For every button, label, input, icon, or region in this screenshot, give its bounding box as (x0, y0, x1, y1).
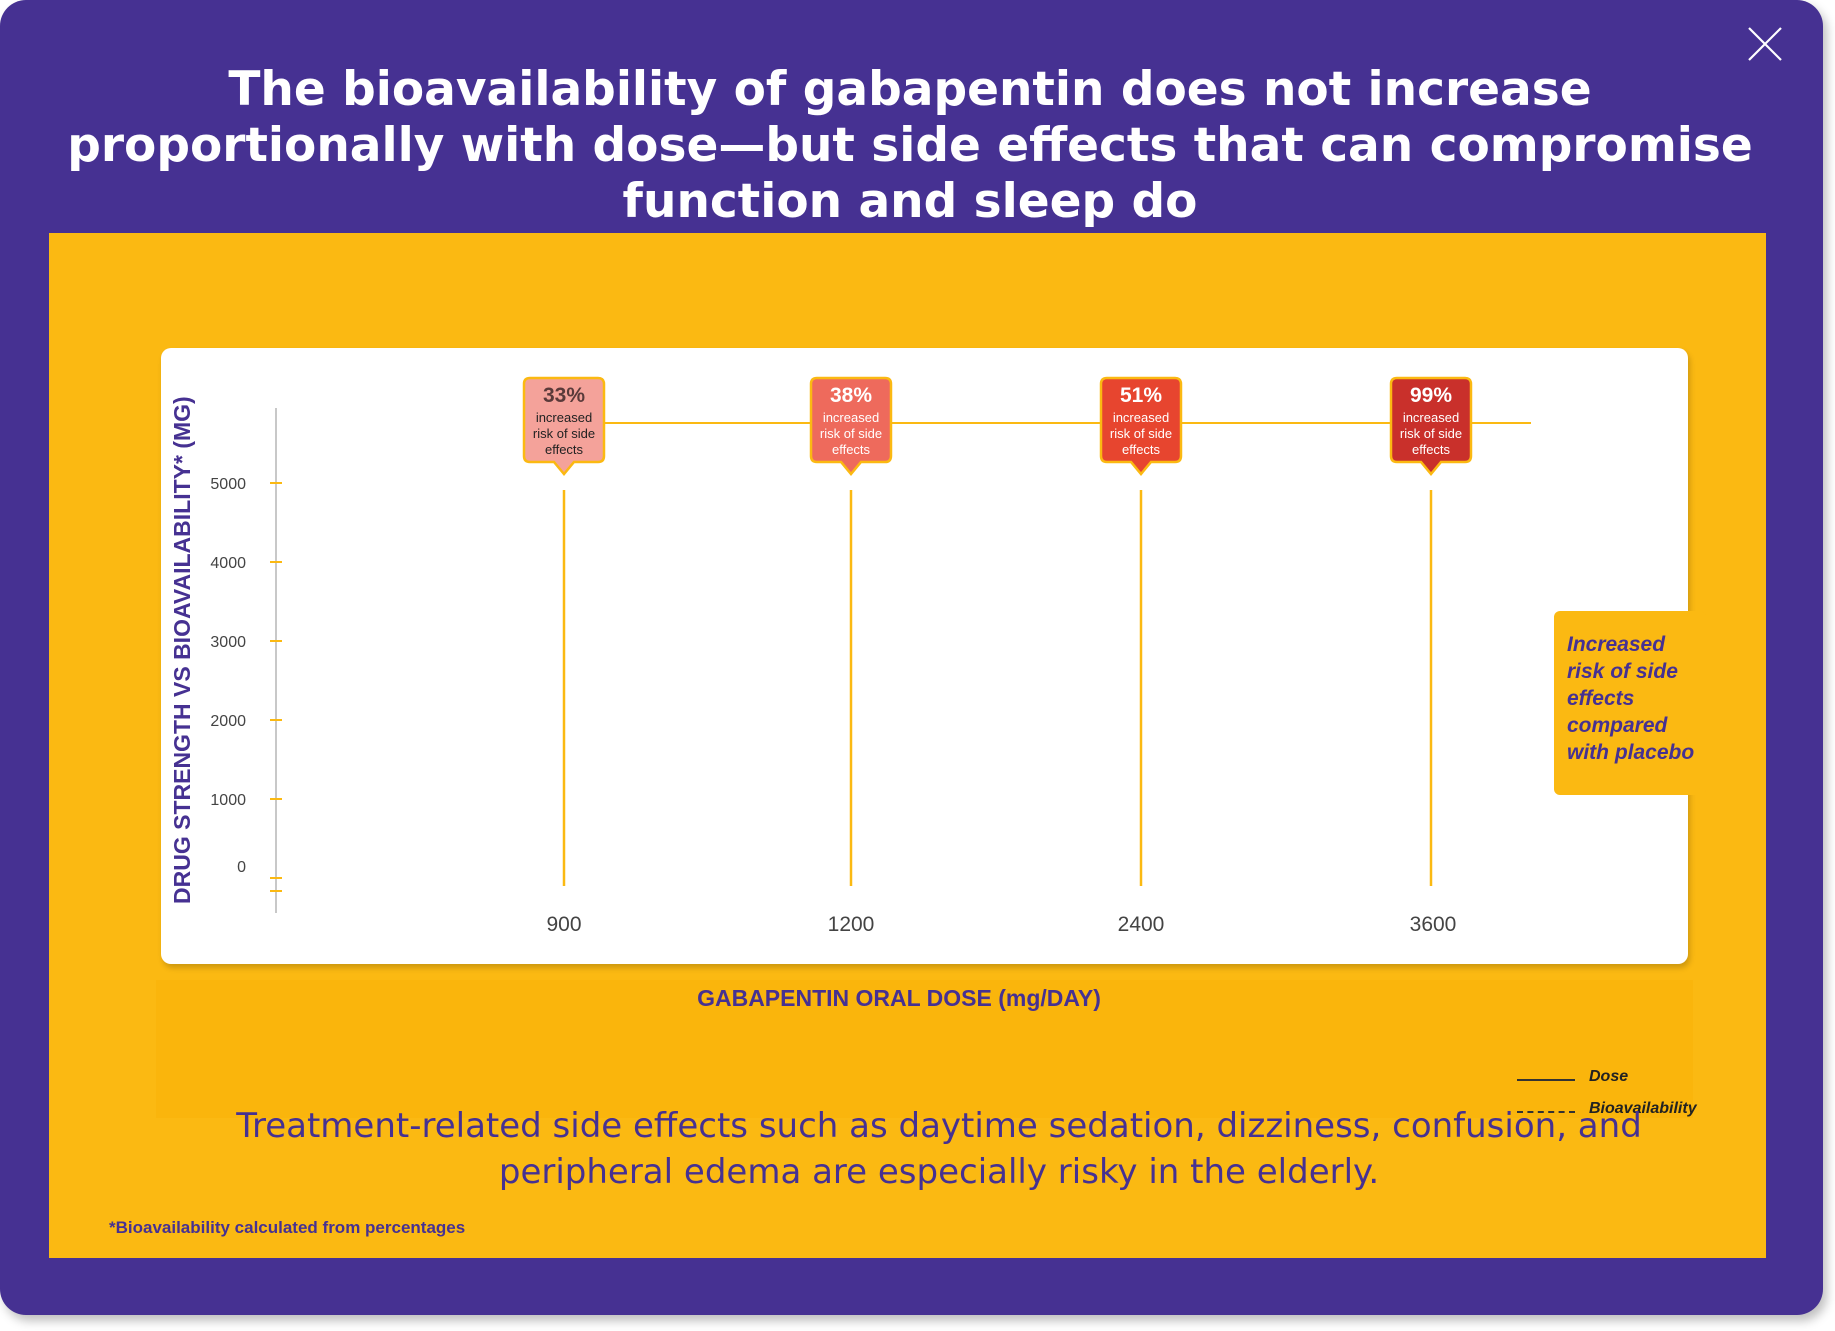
bottom-statement: Treatment-related side effects such as d… (236, 1106, 1642, 1192)
annotation-text: increased risk of side effects (1400, 410, 1462, 457)
annotation-text-line: risk of side (1400, 426, 1462, 441)
annotation-value: 38% (830, 384, 872, 407)
y-tick-label: 2000 (210, 713, 246, 730)
legend-item-dose: Dose (1517, 1068, 1727, 1100)
legend: Dose Bioavailability (1517, 1068, 1727, 1132)
annotation-text-line: risk of side (1110, 426, 1172, 441)
x-tick-label: 3600 (1410, 913, 1457, 936)
legend-solid-line (1517, 1079, 1575, 1081)
annotation-text-line: increased (1113, 410, 1169, 425)
annotation-text-line: effects (832, 442, 871, 457)
y-tick-label: 1000 (210, 792, 246, 809)
annotation-text-line: effects (1412, 442, 1451, 457)
x-tick-label: 2400 (1118, 913, 1165, 936)
legend-dashed-line (1517, 1111, 1575, 1113)
x-tick-label: 1200 (828, 913, 875, 936)
legend-label: Bioavailability (1589, 1100, 1697, 1117)
legend-label: Dose (1589, 1068, 1629, 1085)
x-axis-label: GABAPENTIN ORAL DOSE (mg/DAY) (697, 985, 1101, 1011)
chart-panel: 5000 4000 3000 2000 1000 0 900 33% increased risk… (49, 233, 1766, 1258)
legend-item-bioavailability: Bioavailability (1517, 1100, 1727, 1132)
y-tick-label: 0 (237, 859, 246, 876)
annotation-text-line: increased (823, 410, 879, 425)
annotation-text-line: increased (536, 410, 592, 425)
y-tick-label: 3000 (210, 634, 246, 651)
x-tick-label: 900 (546, 913, 581, 936)
annotation-bubble (809, 376, 893, 476)
y-tick-label: 5000 (210, 476, 246, 493)
annotation-value: 51% (1120, 384, 1162, 407)
chart-card: 5000 4000 3000 2000 1000 0 900 33% increased risk… (161, 348, 1688, 964)
annotation-text-line: increased (1403, 410, 1459, 425)
annotation-value: 33% (543, 384, 585, 407)
footnote: *Bioavailability calculated from percent… (109, 1218, 466, 1237)
panel-shade (156, 980, 1693, 1118)
annotation-bubble (522, 376, 606, 476)
annotation-text-line: effects (545, 442, 584, 457)
annotation-bubble (1099, 376, 1183, 476)
annotation-text: increased risk of side effects (820, 410, 882, 457)
annotation-text-line: effects (1122, 442, 1161, 457)
annotation-value: 99% (1410, 384, 1452, 407)
y-axis-label: DRUG STRENGTH VS BIOAVAILABILITY* (MG) (169, 396, 195, 904)
annotation-text: increased risk of side effects (1110, 410, 1172, 457)
close-icon[interactable] (1745, 24, 1785, 64)
annotation-text-line: risk of side (533, 426, 595, 441)
annotation-bubble (1389, 376, 1473, 476)
close-button[interactable] (1745, 24, 1785, 64)
y-tick-label: 4000 (210, 555, 246, 572)
annotation-text-line: risk of side (820, 426, 882, 441)
page-title: The bioavailability of gabapentin does n… (67, 62, 1753, 229)
callout-box: Increased risk of side effects compared … (1554, 611, 1706, 795)
annotation-text: increased risk of side effects (533, 410, 595, 457)
